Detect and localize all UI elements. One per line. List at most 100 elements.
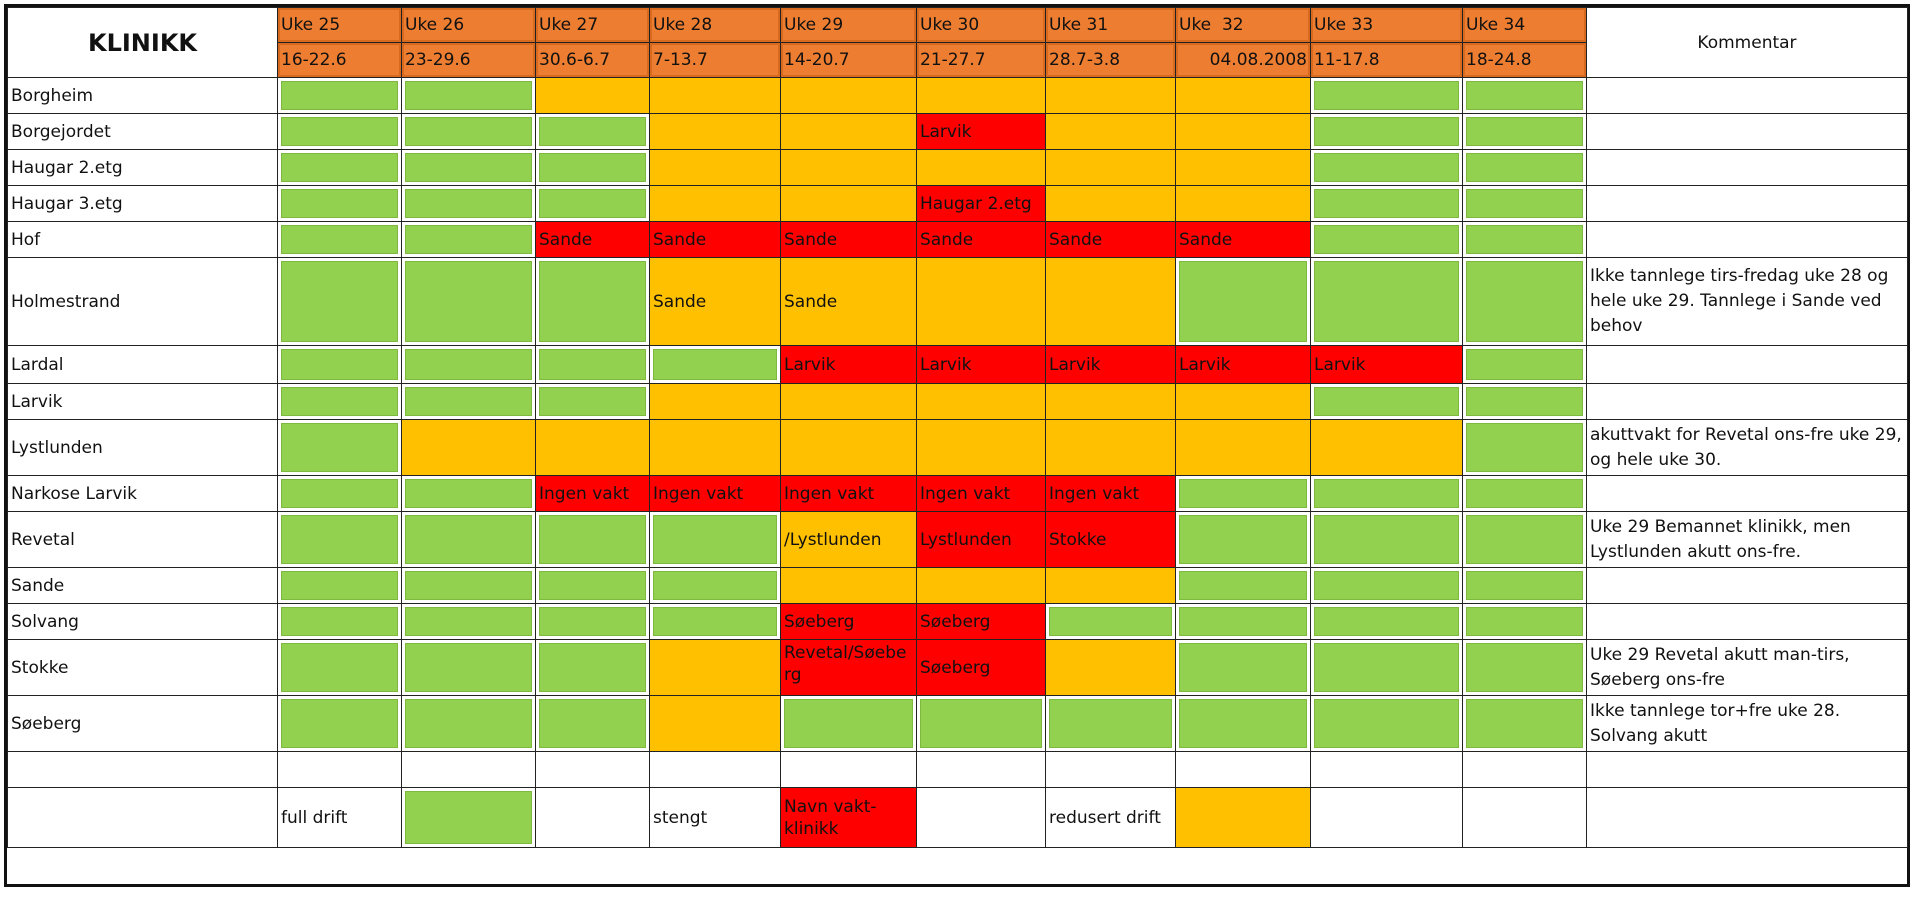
status-cell	[780, 383, 917, 420]
status-cell: Søeberg	[916, 603, 1046, 640]
table-row: Sande	[7, 567, 1908, 604]
status-cell	[277, 221, 402, 258]
status-cell	[277, 419, 402, 476]
legend-full-label: full drift	[277, 787, 402, 848]
week-dates: 16-22.6	[277, 42, 402, 78]
blank-cell	[1310, 787, 1463, 848]
legend-full-swatch	[401, 787, 536, 848]
status-cell	[1045, 149, 1176, 186]
comment-cell	[1586, 113, 1908, 150]
status-cell	[535, 603, 650, 640]
schedule-frame: KLINIKK Uke 25 Uke 26 Uke 27 Uke 28 Uke …	[4, 4, 1910, 887]
status-cell	[916, 567, 1046, 604]
week-label: Uke 29	[780, 7, 917, 43]
clinic-name: Narkose Larvik	[7, 475, 278, 512]
week-label: Uke 34	[1462, 7, 1587, 43]
clinic-name: Hof	[7, 221, 278, 258]
clinic-name: Sande	[7, 567, 278, 604]
blank-cell	[401, 751, 536, 788]
week-label: Uke 25	[277, 7, 402, 43]
status-cell	[1045, 639, 1176, 696]
week-dates: 28.7-3.8	[1045, 42, 1176, 78]
comment-header: Kommentar	[1586, 7, 1908, 78]
status-cell	[780, 149, 917, 186]
blank-cell	[1310, 751, 1463, 788]
blank-cell	[1462, 751, 1587, 788]
comment-cell	[1586, 345, 1908, 384]
clinic-name: Stokke	[7, 639, 278, 696]
clinic-name: Lystlunden	[7, 419, 278, 476]
week-label: Uke 26	[401, 7, 536, 43]
status-cell	[401, 639, 536, 696]
status-cell: Ingen vakt	[1045, 475, 1176, 512]
table-row: Larvik	[7, 383, 1908, 420]
status-cell: Larvik	[1310, 345, 1463, 384]
blank-cell	[7, 787, 278, 848]
status-cell: Lystlunden	[916, 511, 1046, 568]
clinic-name: Solvang	[7, 603, 278, 640]
status-cell	[401, 475, 536, 512]
table-row: Lardal Larvik Larvik Larvik Larvik Larvik	[7, 345, 1908, 384]
blank-cell	[1045, 751, 1176, 788]
status-cell	[649, 185, 781, 222]
status-cell	[1175, 113, 1311, 150]
status-cell	[277, 345, 402, 384]
status-cell	[277, 185, 402, 222]
status-cell: Sande	[780, 221, 917, 258]
status-cell	[1462, 419, 1587, 476]
blank-cell	[277, 751, 402, 788]
week-dates: 30.6-6.7	[535, 42, 650, 78]
table-row: Borgheim	[7, 77, 1908, 114]
status-cell	[780, 695, 917, 752]
status-cell	[401, 567, 536, 604]
status-cell	[1310, 419, 1463, 476]
table-row: Holmestrand Sande Sande Ikke tannlege tirs-…	[7, 257, 1908, 346]
status-cell	[1045, 383, 1176, 420]
status-cell	[277, 639, 402, 696]
week-dates: 11-17.8	[1310, 42, 1463, 78]
status-cell	[1462, 221, 1587, 258]
legend-stengt-swatch: Navn vakt-klinikk	[780, 787, 917, 848]
status-cell	[1045, 77, 1176, 114]
comment-cell: Ikke tannlege tirs-fredag uke 28 og hele…	[1586, 257, 1908, 346]
status-cell	[401, 113, 536, 150]
status-cell	[277, 77, 402, 114]
clinic-name: Holmestrand	[7, 257, 278, 346]
status-cell: Revetal/Søeberg	[780, 639, 917, 696]
blank-cell	[1586, 751, 1908, 788]
status-cell	[649, 345, 781, 384]
status-cell	[401, 221, 536, 258]
status-cell	[535, 639, 650, 696]
week-dates: 18-24.8	[1462, 42, 1587, 78]
status-cell	[1045, 113, 1176, 150]
blank-cell	[1586, 787, 1908, 848]
blank-cell	[916, 751, 1046, 788]
status-cell	[277, 475, 402, 512]
status-cell	[535, 419, 650, 476]
week-dates: 21-27.7	[916, 42, 1046, 78]
status-cell	[1310, 221, 1463, 258]
status-cell	[535, 383, 650, 420]
status-cell	[1045, 257, 1176, 346]
status-cell: Sande	[1045, 221, 1176, 258]
status-cell	[649, 77, 781, 114]
status-cell	[401, 695, 536, 752]
comment-cell: akuttvakt for Revetal ons-fre uke 29, og…	[1586, 419, 1908, 476]
status-cell: Sande	[1175, 221, 1311, 258]
week-label: Uke 32	[1175, 7, 1311, 43]
status-cell: Sande	[780, 257, 917, 346]
status-cell	[780, 419, 917, 476]
status-cell	[1462, 639, 1587, 696]
status-cell	[535, 567, 650, 604]
legend-redusert-swatch	[1175, 787, 1311, 848]
status-cell	[780, 77, 917, 114]
status-cell	[649, 639, 781, 696]
week-dates: 23-29.6	[401, 42, 536, 78]
comment-cell	[1586, 567, 1908, 604]
status-cell: Ingen vakt	[916, 475, 1046, 512]
table-row: Hof Sande Sande Sande Sande Sande Sande	[7, 221, 1908, 258]
comment-cell	[1586, 77, 1908, 114]
status-cell	[535, 77, 650, 114]
status-cell	[1462, 185, 1587, 222]
status-cell: Haugar 2.etg	[916, 185, 1046, 222]
